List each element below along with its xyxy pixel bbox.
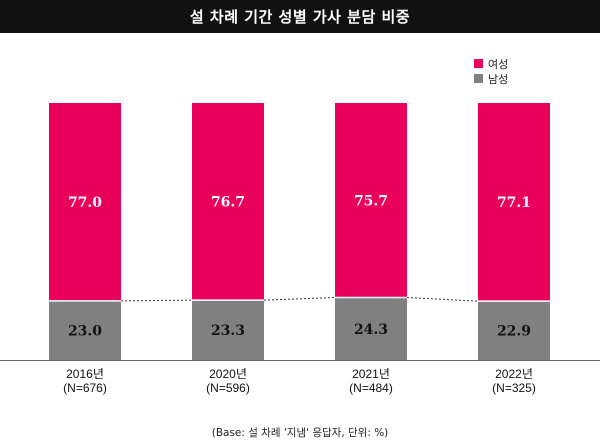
bar-female-2: [335, 103, 407, 298]
bar-female-0: [49, 103, 121, 301]
legend-label-0: 여성: [488, 58, 508, 71]
data-label-male-0: 23.0: [68, 323, 102, 339]
chart-footnote: (Base: 설 차례 '지냄' 응답자, 단위: %): [211, 427, 389, 439]
legend-swatch-0: [474, 59, 483, 68]
category-label-3-0: 2022년: [495, 367, 533, 381]
bar-male-3: [478, 301, 550, 360]
bar-female-1: [192, 103, 264, 301]
connector-line-0: [120, 299, 193, 302]
legend-swatch-1: [474, 74, 483, 83]
data-label-female-0: 77.0: [68, 195, 102, 211]
connector-line-2: [406, 297, 479, 302]
category-label-2-0: 2021년: [352, 367, 390, 381]
data-label-female-1: 76.7: [211, 195, 245, 211]
data-label-female-2: 75.7: [354, 193, 388, 209]
data-label-male-1: 23.3: [211, 323, 245, 339]
chart-title: 설 차례 기간 성별 가사 분담 비중: [189, 8, 411, 26]
category-label-0-0: 2016년: [66, 367, 104, 381]
data-label-male-3: 22.9: [497, 324, 531, 340]
category-label-0-1: (N=676): [63, 381, 107, 395]
category-label-3-1: (N=325): [492, 381, 536, 395]
chart-title-bar: 설 차례 기간 성별 가사 분담 비중: [0, 0, 600, 33]
legend-label-1: 남성: [488, 73, 508, 86]
data-label-female-3: 77.1: [497, 195, 531, 211]
data-label-male-2: 24.3: [354, 322, 388, 338]
bar-male-0: [49, 300, 121, 360]
category-label-1-1: (N=596): [206, 381, 250, 395]
connector-line-1: [263, 297, 336, 301]
bar-male-1: [192, 300, 264, 360]
bar-male-2: [335, 297, 407, 360]
bar-female-3: [478, 103, 550, 302]
category-label-1-0: 2020년: [209, 367, 247, 381]
category-label-2-1: (N=484): [349, 381, 393, 395]
